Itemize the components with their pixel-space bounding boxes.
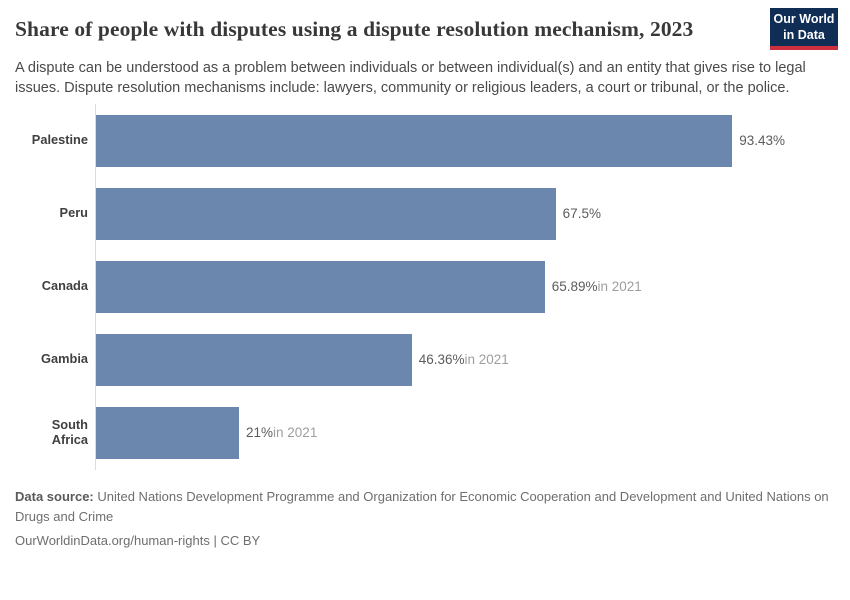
bar[interactable]	[96, 187, 556, 240]
value-label: 65.89%in 2021	[552, 279, 642, 294]
category-label[interactable]: Palestine	[31, 132, 88, 148]
y-axis-line	[95, 104, 96, 470]
bar-row: Canada 65.89%in 2021	[15, 250, 838, 323]
value-number: 67.5%	[562, 206, 601, 221]
footer: Data source: United Nations Development …	[15, 487, 837, 551]
data-source-line: Data source: United Nations Development …	[15, 487, 837, 526]
bar-track: 21%in 2021	[95, 406, 838, 459]
value-number: 21%	[246, 425, 274, 440]
bar-row: Palestine 93.43%	[15, 104, 838, 177]
bar-track: 65.89%in 2021	[95, 260, 838, 313]
category-label[interactable]: Canada	[41, 278, 88, 294]
value-number: 93.43%	[739, 133, 786, 148]
data-source-text: United Nations Development Programme and…	[15, 489, 829, 524]
bar[interactable]	[96, 333, 412, 386]
bar-row: South Africa 21%in 2021	[15, 396, 838, 469]
category-label[interactable]: Peru	[59, 205, 88, 221]
owid-logo-line2: in Data	[783, 28, 825, 42]
value-label: 21%in 2021	[246, 425, 317, 440]
data-source-label: Data source:	[15, 489, 94, 504]
value-year-suffix: in 2021	[464, 352, 509, 367]
chart-subtitle: A dispute can be understood as a problem…	[15, 60, 806, 96]
bar[interactable]	[96, 260, 545, 313]
bar-track: 46.36%in 2021	[95, 333, 838, 386]
bar[interactable]	[96, 114, 733, 167]
owid-logo-line1: Our World	[773, 12, 835, 26]
bar-track: 93.43%	[95, 114, 838, 167]
bar-row: Gambia 46.36%in 2021	[15, 323, 838, 396]
bar[interactable]	[96, 406, 239, 459]
bar-row: Peru 67.5%	[15, 177, 838, 250]
value-number: 65.89%	[551, 279, 598, 294]
footer-url-line[interactable]: OurWorldinData.org/human-rights | CC BY	[15, 533, 261, 548]
category-label[interactable]: South Africa	[51, 417, 88, 447]
category-label[interactable]: Gambia	[41, 351, 88, 367]
value-label: 93.43%	[739, 133, 785, 148]
value-year-suffix: in 2021	[597, 279, 642, 294]
owid-logo[interactable]: Our World in Data	[770, 8, 838, 50]
value-label: 67.5%	[563, 206, 601, 221]
bar-track: 67.5%	[95, 187, 838, 240]
value-number: 46.36%	[418, 352, 465, 367]
value-year-suffix: in 2021	[273, 425, 318, 440]
value-label: 46.36%in 2021	[419, 352, 509, 367]
bar-chart: Palestine 93.43% Peru 67.5% Canada 65.89%in 2…	[15, 104, 838, 470]
header: Share of people with disputes using a di…	[15, 8, 838, 50]
chart-title: Share of people with disputes using a di…	[15, 17, 694, 41]
